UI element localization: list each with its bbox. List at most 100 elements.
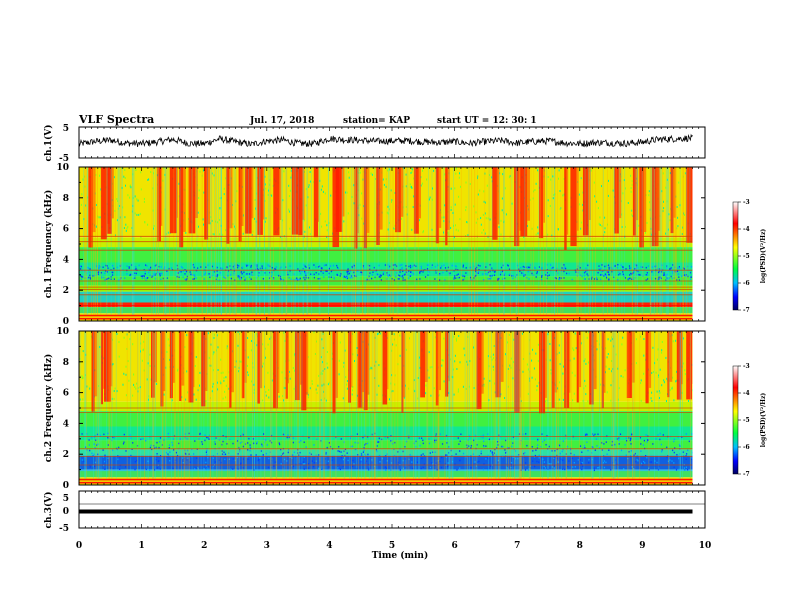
spectrogram-speckle: [660, 443, 662, 446]
spectrogram-speckle: [406, 213, 408, 216]
spectrogram-speckle: [450, 206, 452, 209]
spectrogram-speckle: [447, 266, 449, 269]
spectrogram-speckle: [541, 268, 543, 270]
spectrogram-speckle: [320, 212, 322, 215]
spectrogram-speckle: [342, 397, 344, 400]
spectrogram-striation: [286, 167, 288, 315]
spectrogram-speckle: [558, 169, 560, 172]
spectrogram-speckle: [327, 366, 329, 369]
spectrogram-speckle: [308, 185, 310, 188]
spectrogram-speckle: [132, 204, 134, 207]
spectrogram-speckle: [487, 355, 489, 358]
spectrogram-speckle: [351, 265, 353, 268]
spectrogram-speckle: [320, 188, 322, 191]
spectrogram-speckle: [399, 275, 401, 277]
spectrogram-speckle: [482, 468, 484, 471]
spectrogram-speckle: [656, 461, 658, 464]
spectrogram-speckle: [669, 268, 671, 271]
spectrogram-speckle: [657, 376, 659, 378]
spectrogram-speckle: [396, 272, 398, 274]
spectrogram-striation: [632, 331, 633, 479]
colorbar-tick-label: -4: [743, 226, 750, 233]
spectrogram-speckle: [517, 264, 519, 267]
spectrogram-striation: [162, 331, 164, 479]
spectrogram-speckle: [683, 268, 685, 270]
spectrogram-speckle: [594, 449, 596, 451]
spectrogram-burst: [539, 331, 546, 414]
spectrogram-speckle: [624, 277, 626, 279]
spectrogram-speckle: [270, 336, 272, 339]
spectrogram-speckle: [683, 467, 685, 469]
spectrogram-striation: [294, 331, 296, 479]
spectrogram-speckle: [605, 275, 608, 277]
spectrogram-speckle: [271, 379, 273, 382]
spectrogram-band: [79, 262, 693, 277]
spectrogram-speckle: [99, 266, 101, 268]
spectrogram-speckle: [221, 453, 223, 455]
spectrogram-speckle: [134, 212, 136, 215]
spectrogram-speckle: [532, 450, 534, 452]
spectrogram-speckle: [305, 266, 307, 268]
spectrogram-speckle: [338, 450, 341, 453]
spectrogram-striation: [432, 331, 434, 479]
spectrogram-speckle: [388, 267, 390, 269]
spectrogram-speckle: [182, 276, 184, 278]
spectrogram-speckle: [214, 441, 216, 443]
spectrogram-burst: [273, 167, 280, 236]
spectrogram-speckle: [520, 440, 522, 442]
spectrogram-speckle: [215, 266, 218, 269]
spectrogram-speckle: [682, 278, 684, 280]
spectrogram-speckle: [339, 341, 341, 344]
spectrogram-band: [79, 440, 693, 450]
spectrogram-speckle: [555, 270, 557, 272]
spectrogram-speckle: [93, 436, 95, 438]
figure-title: VLF Spectra: [78, 113, 154, 126]
spectrogram-striation: [165, 167, 167, 315]
spectrogram-speckle: [110, 466, 112, 469]
spectrogram-speckle: [97, 271, 100, 273]
spectrogram-speckle: [354, 275, 356, 277]
spectrogram-striation: [328, 167, 329, 315]
spectrogram-speckle: [489, 379, 491, 382]
spectrogram-speckle: [143, 197, 145, 200]
spectrogram-speckle: [269, 179, 271, 182]
spectrogram-speckle: [197, 389, 199, 392]
spectrogram-burst: [241, 331, 245, 399]
spectrogram-striation: [561, 331, 563, 479]
spectrogram-speckle: [497, 461, 499, 463]
spectrogram-speckle: [256, 441, 258, 443]
spectrogram-speckle: [408, 387, 410, 390]
spectrogram-speckle: [534, 378, 536, 381]
ytick-label: 0: [63, 317, 69, 327]
spectrogram-speckle: [656, 358, 658, 361]
spectrogram-speckle: [668, 213, 670, 216]
spectrogram-speckle: [215, 278, 217, 281]
spectrogram-speckle: [218, 447, 220, 449]
spectrogram-speckle: [143, 200, 145, 203]
ytick-label: 6: [63, 225, 69, 235]
spectrogram-speckle: [249, 444, 251, 446]
spectrogram-speckle: [369, 368, 371, 371]
spectrogram-speckle: [429, 366, 431, 369]
spectrogram-speckle: [568, 272, 570, 275]
spectrogram-speckle: [340, 451, 342, 453]
xtick-label: 5: [389, 541, 395, 551]
spectrogram-speckle: [402, 279, 404, 281]
spectrogram-speckle: [255, 207, 256, 210]
spectrogram-speckle: [450, 209, 452, 211]
spectrogram-speckle: [661, 384, 663, 387]
spectrogram-speckle: [212, 385, 214, 388]
spectrogram-speckle: [579, 459, 581, 461]
spectrogram-burst: [676, 331, 682, 400]
spectrogram-band: [79, 302, 693, 308]
spectrogram-speckle: [298, 270, 301, 272]
spectrogram-speckle: [259, 267, 261, 270]
spectrogram-speckle: [86, 433, 88, 435]
spectrogram-speckle: [588, 458, 590, 461]
spectrogram-speckle: [647, 278, 649, 280]
spectrogram-burst: [569, 331, 571, 393]
spectrogram-speckle: [278, 442, 280, 444]
spectrogram-speckle: [290, 434, 292, 436]
spectrogram-speckle: [111, 397, 113, 400]
spectrogram-speckle: [523, 452, 525, 455]
